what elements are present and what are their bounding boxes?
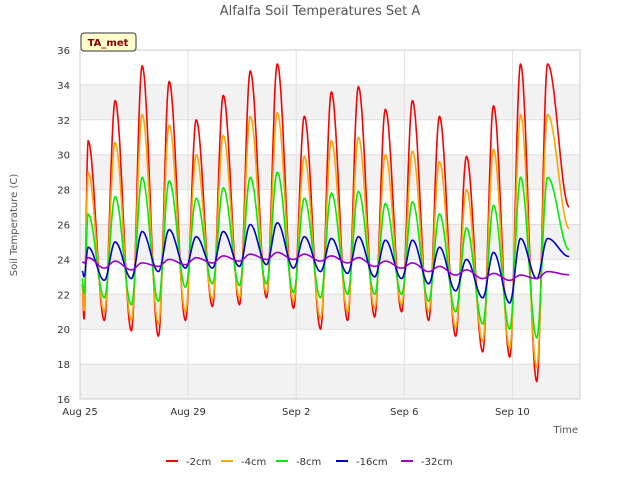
y-tick-label: 20 bbox=[57, 325, 70, 336]
y-tick-label: 34 bbox=[57, 81, 70, 92]
x-tick-label: Sep 6 bbox=[390, 407, 418, 418]
ta-met-badge: TA_met bbox=[80, 32, 137, 52]
x-tick-label: Aug 29 bbox=[170, 407, 205, 418]
y-tick-label: 28 bbox=[57, 186, 70, 197]
plot-frame bbox=[79, 49, 581, 400]
y-tick-label: 32 bbox=[57, 116, 70, 127]
y-tick-label: 24 bbox=[57, 255, 70, 266]
legend-item: -32cm bbox=[401, 457, 453, 468]
band-28 bbox=[80, 154, 580, 190]
y-tick-label: 22 bbox=[57, 290, 70, 301]
series-line-8cmcm bbox=[81, 171, 570, 339]
band-20 bbox=[80, 294, 580, 330]
legend-item: -2cm bbox=[166, 457, 211, 468]
series-line-16cmcm bbox=[81, 222, 570, 304]
legend-item: -16cm bbox=[336, 457, 388, 468]
y-tick-label: 18 bbox=[57, 360, 70, 371]
x-axis-ticks: Aug 25 Aug 29 Sep 2 Sep 6 Sep 10 bbox=[62, 407, 530, 418]
y-tick-label: 30 bbox=[57, 151, 70, 162]
x-tick-label: Sep 10 bbox=[495, 407, 530, 418]
legend-label: -16cm bbox=[356, 457, 388, 468]
legend-label: -8cm bbox=[296, 457, 321, 468]
y-tick-label: 36 bbox=[57, 46, 70, 57]
y-axis-ticks: 16 18 20 22 24 26 28 30 32 34 36 bbox=[57, 46, 70, 406]
legend-item: -4cm bbox=[221, 457, 266, 468]
legend-label: -4cm bbox=[241, 457, 266, 468]
legend: -2cm -4cm -8cm -16cm -32cm bbox=[166, 457, 453, 468]
series-line-4cmcm bbox=[81, 112, 570, 369]
badge-label: TA_met bbox=[88, 38, 129, 49]
band-24 bbox=[80, 224, 580, 260]
band-16 bbox=[80, 364, 580, 399]
y-tick-label: 26 bbox=[57, 221, 70, 232]
series-lines bbox=[81, 63, 570, 383]
y-axis-label: Soil Temperature (C) bbox=[9, 174, 20, 277]
series-line-32cmcm bbox=[81, 251, 570, 282]
x-tick-label: Sep 2 bbox=[282, 407, 310, 418]
x-tick-label: Aug 25 bbox=[62, 407, 97, 418]
legend-label: -32cm bbox=[421, 457, 453, 468]
chart-title: Alfalfa Soil Temperatures Set A bbox=[220, 4, 421, 19]
legend-item: -8cm bbox=[276, 457, 321, 468]
y-tick-label: 16 bbox=[57, 395, 70, 406]
x-axis-label: Time bbox=[553, 425, 578, 436]
legend-label: -2cm bbox=[186, 457, 211, 468]
